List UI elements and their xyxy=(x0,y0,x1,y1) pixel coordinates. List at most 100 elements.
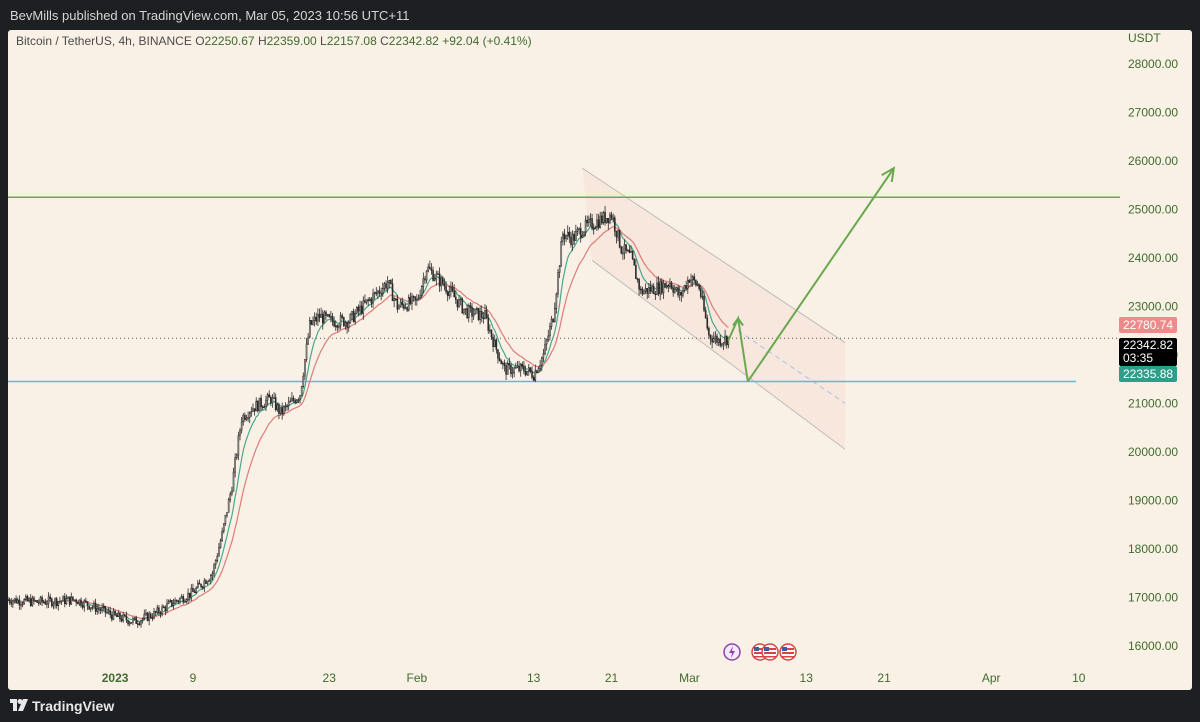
candle-body xyxy=(188,592,191,598)
candle-body xyxy=(656,282,658,295)
candle xyxy=(260,394,262,411)
candle-body xyxy=(604,211,606,223)
candle-body xyxy=(292,397,295,401)
candle xyxy=(38,599,40,607)
y-tick-label: 26000.00 xyxy=(1128,154,1178,168)
candle xyxy=(359,300,361,316)
candle xyxy=(381,282,384,297)
candle-body xyxy=(474,308,477,315)
lightning-icon[interactable] xyxy=(723,643,741,661)
candle-body xyxy=(145,612,147,615)
candle xyxy=(578,227,580,235)
candle xyxy=(602,210,605,225)
currency-label: USDT xyxy=(1128,31,1161,45)
candle-body xyxy=(67,596,69,600)
candle xyxy=(102,603,105,612)
bar-countdown: 03:35 xyxy=(1123,351,1154,365)
candle-body xyxy=(252,408,254,412)
candle-body xyxy=(60,600,63,603)
candle xyxy=(636,277,639,283)
candle-body xyxy=(130,622,133,624)
candle xyxy=(505,362,507,381)
candle-body xyxy=(171,600,173,606)
candle xyxy=(325,310,327,320)
ema-fast-value: 22335.88 xyxy=(1123,367,1174,381)
candle-body xyxy=(8,599,11,603)
channel-lower-line xyxy=(591,259,846,450)
candle xyxy=(98,603,100,614)
price-chart[interactable]: USDT 28000.00 27000.00 26000.00 25000.00 2400… xyxy=(8,30,1192,690)
candle-body xyxy=(109,610,112,616)
candle xyxy=(425,270,428,284)
candle xyxy=(268,390,271,398)
candle xyxy=(476,306,478,315)
candle xyxy=(493,334,496,348)
candle-body xyxy=(643,290,645,295)
candle-body xyxy=(664,282,666,288)
candle xyxy=(175,599,178,604)
candle xyxy=(448,285,451,300)
candle-body xyxy=(368,298,371,301)
candle-body xyxy=(240,421,243,431)
us-flag-icon[interactable] xyxy=(761,643,779,661)
candle-body xyxy=(257,400,259,412)
candle xyxy=(328,313,331,318)
candle xyxy=(198,579,201,585)
candle-body xyxy=(360,305,363,314)
candle xyxy=(46,600,48,609)
candle-body xyxy=(117,612,120,618)
candle xyxy=(573,230,576,246)
brand-name: TradingView xyxy=(32,698,115,714)
candle-body xyxy=(497,349,499,359)
candle-body xyxy=(529,367,532,372)
candle-body xyxy=(300,386,303,396)
candle-body xyxy=(683,285,686,291)
candle-body xyxy=(59,600,61,603)
candle-body xyxy=(391,283,394,302)
tradingview-logo-icon xyxy=(10,699,28,711)
candle xyxy=(16,597,19,604)
candle xyxy=(657,276,660,297)
candle-body xyxy=(539,365,541,369)
candle xyxy=(364,294,366,304)
candle-body xyxy=(617,229,619,238)
candle xyxy=(161,604,163,617)
candle-body xyxy=(205,580,207,584)
candle xyxy=(197,580,199,589)
candle xyxy=(42,599,45,604)
candle xyxy=(409,292,412,306)
candle-body xyxy=(484,310,486,320)
candle xyxy=(628,245,631,254)
published-header: BevMills published on TradingView.com, M… xyxy=(0,0,1200,30)
candle xyxy=(712,332,715,344)
candle-body xyxy=(414,296,417,300)
candle-body xyxy=(714,335,717,339)
candle xyxy=(544,337,546,356)
candle-body xyxy=(185,599,188,602)
candle-body xyxy=(502,362,504,365)
candle xyxy=(445,281,447,295)
candle-body xyxy=(701,296,704,298)
candle xyxy=(708,326,710,339)
event-icons[interactable] xyxy=(722,640,802,664)
candle-body xyxy=(638,279,640,290)
candle xyxy=(422,272,425,294)
candle xyxy=(41,595,43,606)
us-flag-icon[interactable] xyxy=(779,643,797,661)
candle-body xyxy=(422,278,425,287)
candle xyxy=(677,284,679,298)
x-tick-label: Feb xyxy=(407,671,428,685)
candle xyxy=(149,612,152,620)
candle xyxy=(299,394,301,404)
candle-body xyxy=(333,320,335,327)
candle-body xyxy=(23,599,26,605)
candle xyxy=(652,283,655,295)
candle-body xyxy=(675,287,678,290)
x-tick-label: 23 xyxy=(323,671,337,685)
candle xyxy=(466,304,468,320)
candle xyxy=(320,307,322,318)
candle xyxy=(485,305,488,320)
candle xyxy=(571,230,574,251)
candle-body xyxy=(607,217,610,223)
chart-panel[interactable]: USDT 28000.00 27000.00 26000.00 25000.00 2400… xyxy=(8,30,1192,690)
